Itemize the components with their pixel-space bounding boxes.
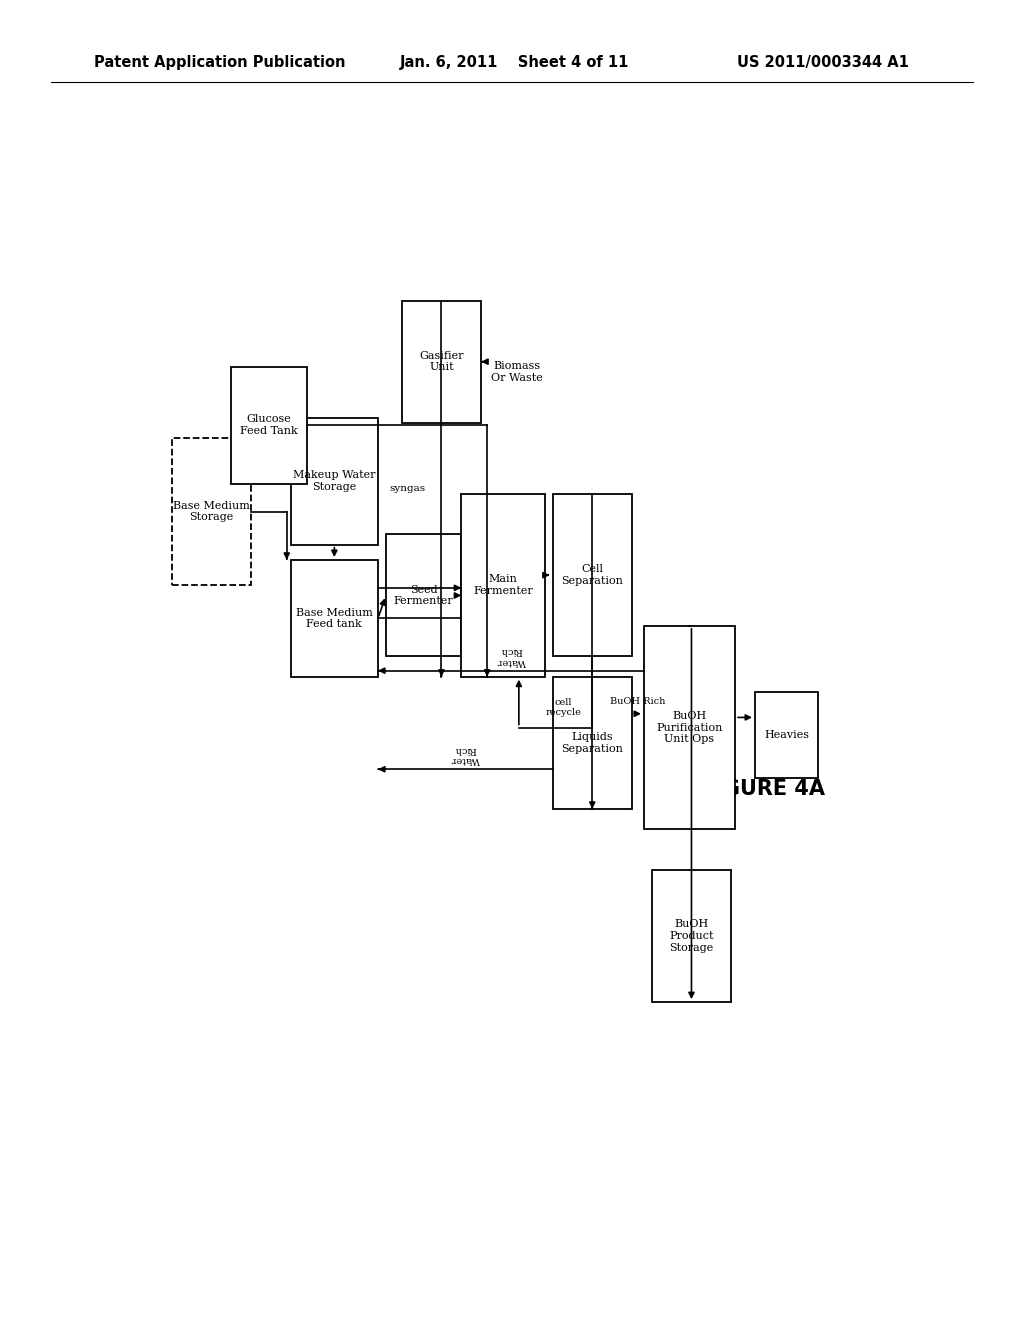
Text: Jan. 6, 2011    Sheet 4 of 11: Jan. 6, 2011 Sheet 4 of 11	[399, 55, 629, 70]
Text: Base Medium
Feed tank: Base Medium Feed tank	[296, 607, 373, 630]
Bar	[644, 626, 735, 829]
Text: BuOH
Product
Storage: BuOH Product Storage	[670, 919, 714, 953]
Text: US 2011/0003344 A1: US 2011/0003344 A1	[737, 55, 909, 70]
Text: Water
Rich: Water Rich	[451, 744, 480, 764]
Bar	[172, 438, 251, 585]
Bar	[291, 417, 378, 545]
Text: Water
Rich: Water Rich	[497, 647, 525, 665]
Bar	[386, 535, 461, 656]
Text: Gasifier
Unit: Gasifier Unit	[419, 351, 464, 372]
Bar	[401, 301, 481, 422]
Bar	[755, 692, 818, 779]
Bar	[553, 677, 632, 809]
Text: Seed
Fermenter: Seed Fermenter	[394, 585, 454, 606]
Text: Main
Fermenter: Main Fermenter	[473, 574, 532, 597]
Text: Glucose
Feed Tank: Glucose Feed Tank	[240, 414, 298, 436]
Text: BuOH Rich: BuOH Rich	[610, 697, 666, 706]
Text: syngas: syngas	[389, 484, 426, 494]
Text: Biomass
Or Waste: Biomass Or Waste	[490, 362, 543, 383]
Text: FIGURE 4A: FIGURE 4A	[700, 779, 825, 799]
Bar	[231, 367, 306, 483]
Text: Liquids
Separation: Liquids Separation	[561, 733, 624, 754]
Bar	[291, 560, 378, 677]
Text: Base Medium
Storage: Base Medium Storage	[173, 500, 250, 523]
Text: Cell
Separation: Cell Separation	[561, 565, 624, 586]
Bar	[652, 870, 731, 1002]
Text: Patent Application Publication: Patent Application Publication	[94, 55, 346, 70]
Text: cell
recycle: cell recycle	[546, 698, 582, 718]
Text: BuOH
Purification
Unit Ops: BuOH Purification Unit Ops	[656, 711, 723, 744]
Bar	[553, 494, 632, 656]
Text: Heavies: Heavies	[764, 730, 809, 741]
Text: Makeup Water
Storage: Makeup Water Storage	[293, 470, 376, 492]
Bar	[461, 494, 545, 677]
